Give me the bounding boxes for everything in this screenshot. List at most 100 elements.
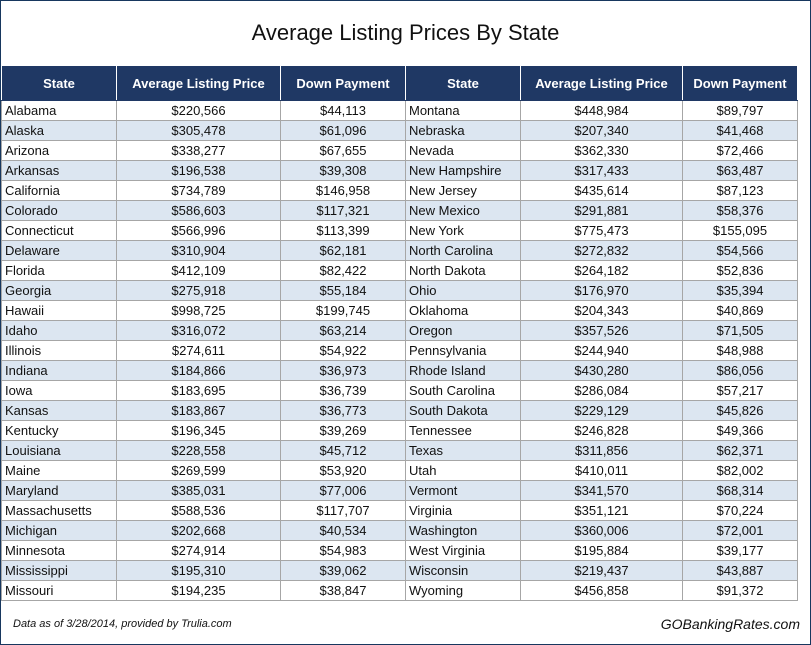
down-payment-cell: $39,177	[682, 540, 798, 561]
down-payment-cell: $199,745	[280, 300, 406, 321]
state-cell: North Carolina	[405, 240, 521, 261]
state-cell: Florida	[1, 260, 117, 281]
down-payment-cell: $39,269	[280, 420, 406, 441]
listing-price-cell: $338,277	[116, 140, 281, 161]
state-cell: Minnesota	[1, 540, 117, 561]
down-payment-cell: $72,001	[682, 520, 798, 541]
state-cell: Texas	[405, 440, 521, 461]
state-cell: South Carolina	[405, 380, 521, 401]
table-row: Georgia $275,918 $55,184 Ohio $176,970 $35,39…	[1, 280, 798, 301]
column-header-down-payment: Down Payment	[280, 65, 406, 101]
state-cell: Louisiana	[1, 440, 117, 461]
state-cell: Nevada	[405, 140, 521, 161]
source-note: Data as of 3/28/2014, provided by Trulia…	[13, 618, 232, 630]
down-payment-cell: $89,797	[682, 100, 798, 121]
down-payment-cell: $36,973	[280, 360, 406, 381]
table-row: Idaho $316,072 $63,214 Oregon $357,526 $71,50…	[1, 320, 798, 341]
listing-price-cell: $286,084	[520, 380, 683, 401]
down-payment-cell: $58,376	[682, 200, 798, 221]
listing-price-cell: $360,006	[520, 520, 683, 541]
state-cell: Michigan	[1, 520, 117, 541]
listing-price-cell: $246,828	[520, 420, 683, 441]
down-payment-cell: $146,958	[280, 180, 406, 201]
state-cell: Arizona	[1, 140, 117, 161]
table-row: Florida $412,109 $82,422 North Dakota $264,1…	[1, 260, 798, 281]
state-cell: Pennsylvania	[405, 340, 521, 361]
column-header-state-2: State	[405, 65, 521, 101]
listing-price-cell: $410,011	[520, 460, 683, 481]
table-row: Connecticut $566,996 $113,399 New York $775,…	[1, 220, 798, 241]
down-payment-cell: $55,184	[280, 280, 406, 301]
down-payment-cell: $40,534	[280, 520, 406, 541]
state-cell: Alaska	[1, 120, 117, 141]
down-payment-cell: $82,002	[682, 460, 798, 481]
listing-price-cell: $316,072	[116, 320, 281, 341]
down-payment-cell: $87,123	[682, 180, 798, 201]
table-row: Minnesota $274,914 $54,983 West Virginia $19…	[1, 540, 798, 561]
table-row: Indiana $184,866 $36,973 Rhode Island $430,2…	[1, 360, 798, 381]
table-row: Michigan $202,668 $40,534 Washington $360,00…	[1, 520, 798, 541]
listing-price-cell: $176,970	[520, 280, 683, 301]
table-row: Mississippi $195,310 $39,062 Wisconsin $219,…	[1, 560, 798, 581]
listing-price-cell: $195,884	[520, 540, 683, 561]
table-row: Hawaii $998,725 $199,745 Oklahoma $204,343 $4…	[1, 300, 798, 321]
column-header-down-payment-2: Down Payment	[682, 65, 798, 101]
down-payment-cell: $67,655	[280, 140, 406, 161]
listing-price-cell: $775,473	[520, 220, 683, 241]
state-cell: Hawaii	[1, 300, 117, 321]
table-row: Illinois $274,611 $54,922 Pennsylvania $244,…	[1, 340, 798, 361]
down-payment-cell: $48,988	[682, 340, 798, 361]
state-cell: Kentucky	[1, 420, 117, 441]
listing-price-cell: $291,881	[520, 200, 683, 221]
listing-price-cell: $183,867	[116, 400, 281, 421]
down-payment-cell: $68,314	[682, 480, 798, 501]
state-cell: Nebraska	[405, 120, 521, 141]
table-row: Colorado $586,603 $117,321 New Mexico $291,8…	[1, 200, 798, 221]
listing-price-cell: $204,343	[520, 300, 683, 321]
state-cell: Rhode Island	[405, 360, 521, 381]
down-payment-cell: $113,399	[280, 220, 406, 241]
down-payment-cell: $77,006	[280, 480, 406, 501]
listing-price-cell: $351,121	[520, 500, 683, 521]
listing-price-cell: $196,538	[116, 160, 281, 181]
state-cell: Utah	[405, 460, 521, 481]
table-row: Arizona $338,277 $67,655 Nevada $362,330 $72,…	[1, 140, 798, 161]
brand-label: GOBankingRates.com	[660, 616, 800, 632]
footer: Data as of 3/28/2014, provided by Trulia…	[1, 605, 810, 643]
listing-price-cell: $734,789	[116, 180, 281, 201]
down-payment-cell: $52,836	[682, 260, 798, 281]
listing-price-cell: $341,570	[520, 480, 683, 501]
listing-price-cell: $998,725	[116, 300, 281, 321]
listing-price-cell: $207,340	[520, 120, 683, 141]
down-payment-cell: $40,869	[682, 300, 798, 321]
state-cell: New Jersey	[405, 180, 521, 201]
down-payment-cell: $54,983	[280, 540, 406, 561]
table-row: Delaware $310,904 $62,181 North Carolina $27…	[1, 240, 798, 261]
table-row: Maryland $385,031 $77,006 Vermont $341,570 $6…	[1, 480, 798, 501]
listing-price-cell: $194,235	[116, 580, 281, 601]
state-cell: Illinois	[1, 340, 117, 361]
down-payment-cell: $63,214	[280, 320, 406, 341]
state-cell: Maine	[1, 460, 117, 481]
header-row: State Average Listing Price Down Payment…	[1, 65, 798, 101]
down-payment-cell: $49,366	[682, 420, 798, 441]
down-payment-cell: $82,422	[280, 260, 406, 281]
state-cell: Vermont	[405, 480, 521, 501]
column-header-state: State	[1, 65, 117, 101]
listing-price-cell: $274,914	[116, 540, 281, 561]
state-cell: Arkansas	[1, 160, 117, 181]
down-payment-cell: $53,920	[280, 460, 406, 481]
down-payment-cell: $45,712	[280, 440, 406, 461]
state-cell: Montana	[405, 100, 521, 121]
table-row: Alaska $305,478 $61,096 Nebraska $207,340 $41…	[1, 120, 798, 141]
down-payment-cell: $63,487	[682, 160, 798, 181]
column-header-average-listing-price-2: Average Listing Price	[520, 65, 683, 101]
listing-price-cell: $272,832	[520, 240, 683, 261]
listing-prices-table: State Average Listing Price Down Payment…	[1, 65, 798, 601]
listing-price-cell: $430,280	[520, 360, 683, 381]
table-row: Alabama $220,566 $44,113 Montana $448,984 $89…	[1, 100, 798, 121]
down-payment-cell: $155,095	[682, 220, 798, 241]
state-cell: Washington	[405, 520, 521, 541]
down-payment-cell: $36,739	[280, 380, 406, 401]
down-payment-cell: $62,181	[280, 240, 406, 261]
